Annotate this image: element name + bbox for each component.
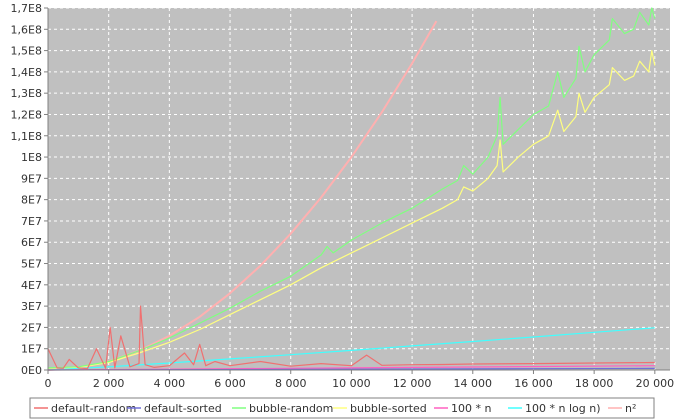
y-tick-label: 1,7E8 (11, 2, 42, 15)
y-tick-label: 7E7 (21, 215, 42, 228)
x-tick-label: 4 000 (154, 377, 186, 390)
x-tick-label: 18 000 (575, 377, 614, 390)
y-tick-label: 1E7 (21, 343, 42, 356)
y-tick-label: 1,3E8 (11, 87, 42, 100)
y-tick-label: 8E7 (21, 194, 42, 207)
y-tick-label: 1,2E8 (11, 108, 42, 121)
x-tick-label: 16 000 (514, 377, 553, 390)
y-tick-label: 1E8 (21, 151, 42, 164)
grid-lines (47, 7, 670, 371)
series-line-default-random (47, 305, 655, 370)
y-tick-label: 2E7 (21, 321, 42, 334)
y-tick-label: 0E0 (21, 364, 42, 377)
plot-background (48, 8, 670, 370)
legend-label: 100 * n (451, 402, 491, 415)
y-tick-label: 1,6E8 (11, 23, 42, 36)
x-tick-label: 14 000 (454, 377, 493, 390)
x-tick-label: 20 000 (636, 377, 675, 390)
legend-label: bubble-sorted (350, 402, 427, 415)
y-tick-label: 3E7 (21, 300, 42, 313)
x-axis-ticks: 0 2 000 4 000 6 000 8 000 10 000 12 000 14 000 1… (45, 370, 675, 390)
x-tick-label: 10 000 (332, 377, 371, 390)
series-line-bubble-random (47, 7, 656, 369)
legend: default-random default-sorted bubble-rando… (34, 402, 636, 415)
series-lines (47, 7, 656, 371)
y-tick-label: 6E7 (21, 236, 42, 249)
y-tick-label: 1,4E8 (11, 66, 42, 79)
x-tick-label: 2 000 (93, 377, 125, 390)
y-tick-label: 5E7 (21, 258, 42, 271)
y-tick-label: 1,5E8 (11, 45, 42, 58)
x-tick-label: 8 000 (275, 377, 307, 390)
y-tick-label: 1,1E8 (11, 130, 42, 143)
x-tick-label: 0 (45, 377, 52, 390)
y-tick-label: 9E7 (21, 172, 42, 185)
x-tick-label: 12 000 (393, 377, 432, 390)
y-tick-label: 4E7 (21, 279, 42, 292)
legend-label: bubble-random (249, 402, 333, 415)
x-tick-label: 6 000 (214, 377, 246, 390)
legend-label: 100 * n log n) (525, 402, 601, 415)
legend-label: default-sorted (144, 402, 222, 415)
series-line-100-n-log-n (47, 327, 655, 371)
legend-label: n² (625, 402, 636, 415)
legend-label: default-random (51, 402, 136, 415)
y-axis-ticks: 0E0 1E7 2E7 3E7 4E7 5E7 6E7 7E7 8E7 9E7 1E8 1,1E8 1,… (11, 2, 48, 377)
series-line-bubble-sorted (47, 49, 656, 369)
